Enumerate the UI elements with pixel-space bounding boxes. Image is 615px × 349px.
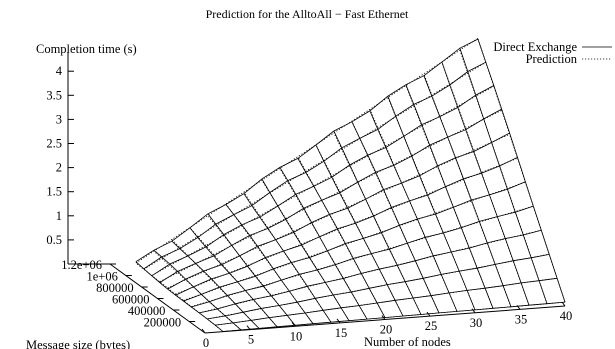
direct-exchange-node-line <box>171 240 260 329</box>
direct-exchange-node-line <box>351 121 440 314</box>
direct-exchange-node-line <box>153 249 242 331</box>
direct-exchange-node-line <box>459 48 548 304</box>
x-tick-label: 15 <box>335 326 348 340</box>
z-tick-label: 2.5 <box>46 137 62 151</box>
x-tick-mark <box>201 328 206 334</box>
z-tick-label: 1 <box>56 209 62 223</box>
x-tick-mark <box>471 308 476 314</box>
direct-exchange-size-line <box>215 277 558 326</box>
direct-exchange-size-line <box>191 205 534 308</box>
direct-exchange-size-line <box>167 132 510 290</box>
direct-exchange-node-line <box>207 213 296 326</box>
z-tick-label: 2 <box>56 161 62 175</box>
x-tick-label: 0 <box>203 336 209 349</box>
z-tick-label: 4 <box>56 64 63 78</box>
direct-exchange-node-line <box>441 61 530 306</box>
direct-exchange-node-line <box>405 84 494 309</box>
prediction-size-line <box>151 85 494 276</box>
x-tick-label: 5 <box>248 333 254 347</box>
x-tick-label: 40 <box>560 309 573 323</box>
z-tick-label: 3.5 <box>46 88 62 102</box>
x-tick-label: 25 <box>425 319 438 333</box>
direct-exchange-node-line <box>297 158 386 318</box>
x-axis-label: Number of nodes <box>364 335 451 349</box>
y-tick-label: 400000 <box>128 304 166 318</box>
direct-exchange-node-line <box>279 167 368 320</box>
direct-exchange-node-line <box>387 95 476 311</box>
direct-exchange-node-line <box>261 178 350 321</box>
direct-exchange-size-line <box>159 108 502 283</box>
direct-exchange-node-line <box>477 38 566 303</box>
direct-exchange-node-line <box>225 204 314 324</box>
prediction-size-line <box>143 61 487 270</box>
surface-mesh <box>135 37 566 332</box>
x-tick-label: 35 <box>515 312 528 326</box>
direct-exchange-size-line <box>183 181 526 302</box>
prediction-size-line <box>191 205 534 307</box>
axes <box>67 51 566 334</box>
direct-exchange-node-line <box>315 144 404 317</box>
y-tick-label: 800000 <box>96 281 134 295</box>
prediction-size-line <box>167 133 510 289</box>
ticks: 0.511.522.533.540 5 10 15 20 25 30 35 4020000040… <box>46 64 572 349</box>
prediction-node-line <box>207 215 296 326</box>
y-tick-label: 1.2e+06 <box>61 258 102 272</box>
z-tick-label: 1.5 <box>46 185 62 199</box>
direct-exchange-size-line <box>143 61 486 270</box>
y-axis-label: Message size (bytes) <box>26 338 130 349</box>
chart-title: Prediction for the AlltoAll − Fast Ether… <box>206 7 409 21</box>
direct-exchange-size-line <box>207 254 550 320</box>
y-tick-label: 600000 <box>112 293 150 307</box>
direct-exchange-size-line <box>151 85 494 277</box>
prediction-size-line <box>135 37 479 264</box>
z-axis-label: Completion time (s) <box>36 42 137 56</box>
legend-label-direct-exchange: Direct Exchange <box>493 40 577 54</box>
direct-exchange-node-line <box>369 110 458 312</box>
direct-exchange-size-line <box>175 156 518 296</box>
direct-exchange-node-line <box>333 130 422 315</box>
direct-exchange-size-line <box>199 229 542 314</box>
y-tick-label: 1e+06 <box>86 270 117 284</box>
legend-label-prediction: Prediction <box>526 52 578 66</box>
z-tick-label: 0.5 <box>46 233 62 247</box>
direct-exchange-node-line <box>135 261 224 332</box>
y-tick-label: 200000 <box>144 316 182 330</box>
x-tick-label: 30 <box>470 316 483 330</box>
x-tick-label: 20 <box>380 323 393 337</box>
direct-exchange-node-line <box>243 193 332 323</box>
legend: Direct Exchange Prediction <box>493 40 612 66</box>
x-tick-label: 10 <box>290 329 303 343</box>
direct-exchange-node-line <box>423 75 512 307</box>
x-tick-mark <box>336 318 341 324</box>
direct-exchange-size-line <box>222 301 566 332</box>
direct-exchange-size-line <box>135 38 479 263</box>
z-tick-label: 3 <box>56 112 62 126</box>
direct-exchange-node-line <box>189 227 278 328</box>
